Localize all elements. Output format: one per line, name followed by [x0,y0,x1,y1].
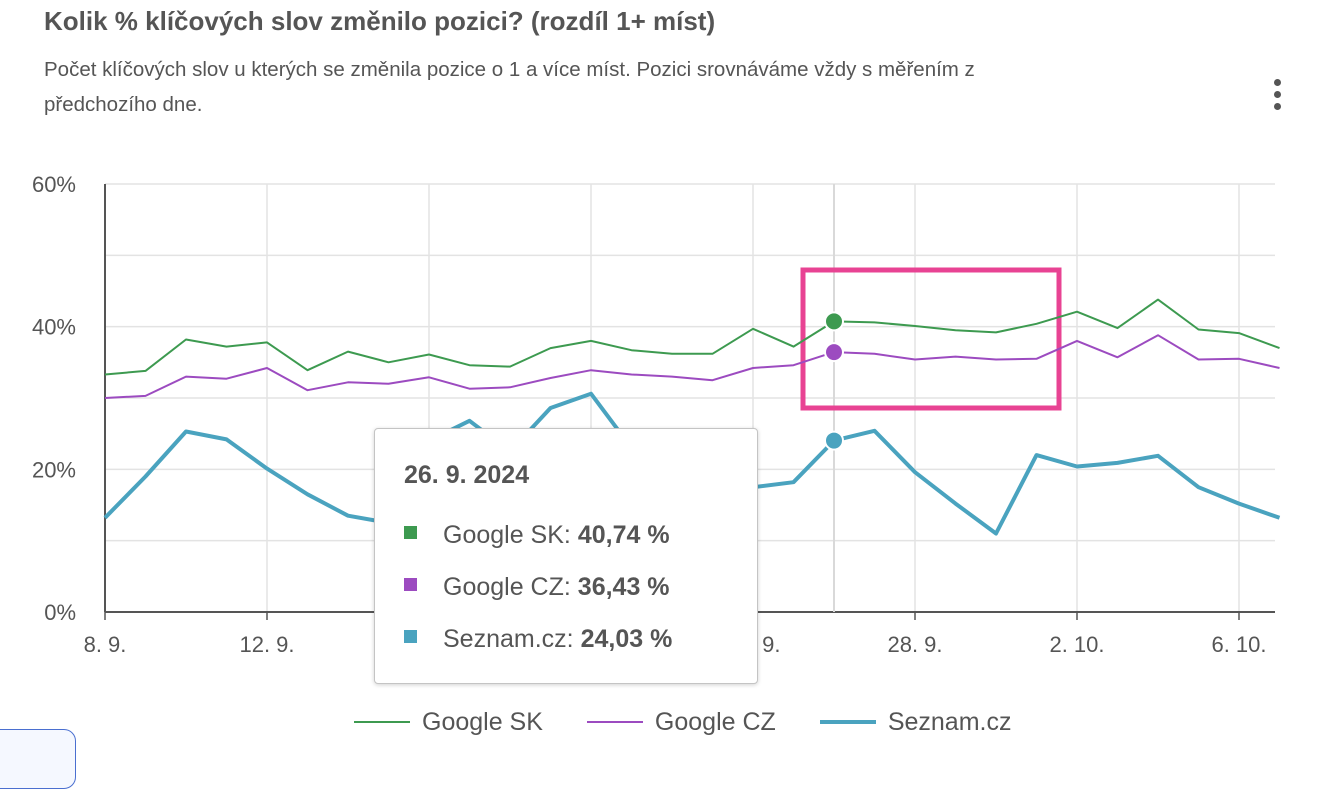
series-line-google-sk [104,298,1280,376]
annotation-rect [800,267,1062,411]
y-tick-label: 20% [32,457,76,482]
tooltip-row-seznam: Seznam.cz: 24,03 % [404,625,672,654]
legend-item-google-sk[interactable]: Google SK [354,708,543,737]
chart-grid [105,183,1275,612]
tooltip-date: 26. 9. 2024 [404,461,530,489]
chart-legend: Google SK Google CZ Seznam.cz [354,704,1055,740]
seznam-swatch-icon [404,630,417,643]
series-line-google-cz [104,334,1280,399]
legend-label: Seznam.cz [887,707,1012,736]
partial-widget[interactable] [0,729,76,789]
chart-tooltip: 26. 9. 2024 Google SK: 40,74 % Google CZ… [374,428,758,684]
tooltip-label: Seznam.cz: [443,625,574,653]
tooltip-value: 36,43 % [577,573,670,601]
legend-line-icon [354,721,410,723]
x-tick-label: 28. 9. [887,632,942,657]
chart-hover-points [824,311,844,451]
legend-label: Google SK [422,707,543,736]
x-tick-label: 2. 10. [1049,632,1104,657]
hover-point [824,342,844,363]
y-tick-label: 0% [44,600,76,625]
more-vert-icon[interactable] [1262,74,1292,114]
x-tick-label: 6. 10. [1211,632,1266,657]
legend-item-google-cz[interactable]: Google CZ [586,707,776,737]
tooltip-value: 24,03 % [580,625,673,653]
x-tick-label: 8. 9. [84,632,127,657]
chart-title: Kolik % klíčových slov změnilo pozici? (… [44,6,716,36]
tooltip-label: Google CZ: [443,573,571,601]
y-tick-label: 40% [32,315,76,340]
x-tick-label: 12. 9. [239,632,294,657]
legend-line-icon [586,721,643,723]
legend-item-seznam[interactable]: Seznam.cz [819,707,1012,737]
tooltip-row-google-sk: Google SK: 40,74 % [404,521,670,550]
tooltip-row-google-cz: Google CZ: 36,43 % [404,573,670,602]
hover-point [824,311,844,332]
tooltip-label: Google SK: [443,521,571,549]
hover-point [824,430,844,451]
y-tick-label: 60% [32,172,76,197]
tooltip-value: 40,74 % [577,521,670,549]
chart-highlight [800,184,1062,612]
legend-label: Google CZ [654,707,776,736]
google-sk-swatch-icon [404,526,417,539]
chart-subtitle: Počet klíčových slov u kterých se změnil… [44,58,975,116]
legend-line-icon [819,720,876,724]
google-cz-swatch-icon [404,578,417,591]
